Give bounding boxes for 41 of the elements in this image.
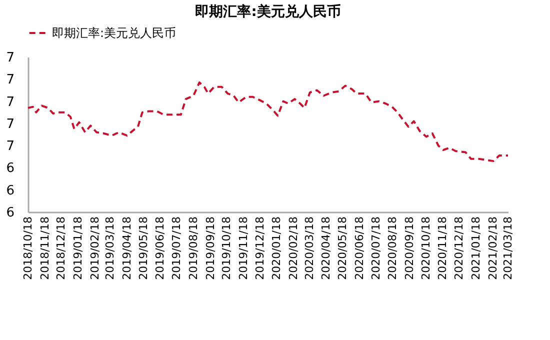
x-tick-label: 2021/03/18 (502, 216, 514, 280)
x-tick-label: 2019/03/18 (104, 216, 117, 280)
y-tick-label: 7 (6, 116, 14, 132)
x-tick-label: 2019/11/18 (237, 216, 250, 280)
y-tick-label: 7 (6, 50, 14, 66)
x-tick-label: 2020/11/18 (436, 216, 450, 280)
x-tick-label: 2021/01/18 (469, 216, 482, 280)
x-tick-label: 2019/06/18 (154, 216, 167, 280)
x-tick-label: 2019/05/18 (136, 216, 150, 280)
x-tick-label: 2019/04/18 (120, 216, 134, 280)
x-tick-label: 2020/02/18 (287, 216, 300, 280)
y-tick-label: 6 (6, 206, 14, 220)
x-tick-label: 2021/02/18 (486, 216, 500, 280)
legend-label: 即期汇率:美元兑人民币 (52, 26, 176, 40)
x-tick-label: 2020/12/18 (452, 216, 466, 280)
x-tick-label: 2018/10/18 (22, 216, 34, 280)
x-tick-label: 2019/10/18 (220, 216, 234, 280)
x-tick-label: 2020/06/18 (352, 216, 366, 280)
x-tick-label: 2019/12/18 (253, 216, 266, 280)
x-tick-label: 2020/04/18 (320, 216, 333, 280)
x-tick-label: 2020/07/18 (369, 216, 382, 280)
y-tick-label: 7 (6, 72, 14, 88)
x-tick-label: 2019/07/18 (170, 216, 184, 280)
x-tick-label: 2020/08/18 (386, 216, 400, 280)
chart-title: 即期汇率:美元兑人民币 (195, 3, 341, 20)
x-tick-label: 2019/01/18 (72, 216, 85, 280)
x-tick-label: 2020/01/18 (270, 216, 284, 280)
y-tick-label: 6 (6, 161, 14, 176)
x-tick-label: 2020/09/18 (402, 216, 416, 280)
y-tick-label: 7 (6, 94, 14, 110)
x-tick-label: 2019/08/18 (186, 216, 200, 280)
y-tick-label: 6 (6, 183, 14, 198)
x-tick-label: 2019/09/18 (204, 216, 217, 280)
y-tick-label: 7 (6, 139, 14, 154)
x-tick-label: 2020/03/18 (302, 216, 316, 280)
line-series (27, 81, 509, 162)
x-tick-label: 2018/11/18 (38, 216, 52, 280)
x-tick-label: 2018/12/18 (54, 216, 68, 280)
x-tick-label: 2020/10/18 (419, 216, 432, 280)
x-tick-label: 2019/02/18 (88, 216, 102, 280)
x-tick-label: 2020/05/18 (336, 216, 350, 280)
